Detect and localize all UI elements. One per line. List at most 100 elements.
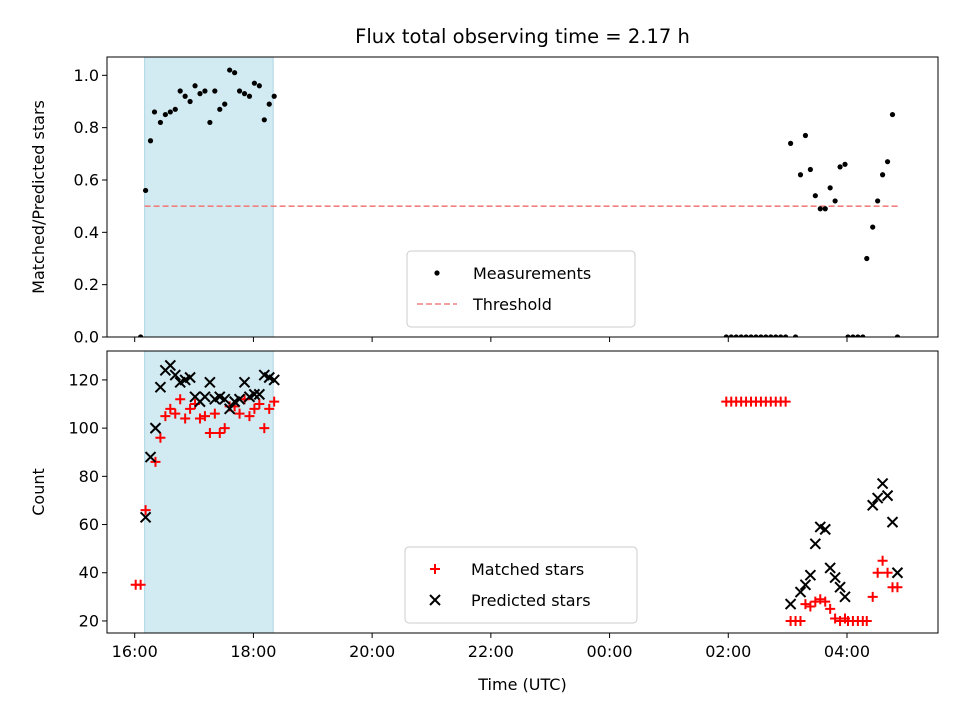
predicted-stars-point [154,381,167,393]
measurement-point [743,334,749,337]
x-tick-label: 20:00 [349,642,395,661]
matched-stars-point [180,413,191,424]
predicted-stars-point [784,598,797,610]
matched-stars-point [800,599,811,610]
predicted-stars-point [829,571,841,584]
matched-stars-point [249,403,260,414]
legend-1: Matched stars Predicted stars [404,546,638,624]
predicted-stars-point [149,422,162,434]
measurement-point [138,334,144,337]
measurement-point [217,106,223,112]
matched-stars-point [209,408,220,419]
measurement-point [147,138,154,144]
matched-stars-point [877,555,888,566]
measurement-point [812,193,818,199]
observing-window-span [144,57,274,337]
matched-stars-point [204,427,215,438]
measurement-point [733,334,739,337]
matched-stars-point [234,408,245,419]
measurement-point [197,91,203,97]
axes-frame-1 [106,350,939,634]
measurement-point [884,159,891,165]
matched-stars-point [175,394,186,405]
predicted-stars-point [164,359,177,372]
y-tick-label: 1.0 [74,66,99,85]
matched-stars-point [861,615,872,626]
x-tick-label: 04:00 [824,642,870,661]
measurement-point [822,206,828,212]
matched-stars-point [140,505,151,516]
x-tick-label: 22:00 [468,642,514,661]
legend-box [404,546,638,624]
measurement-point [232,70,238,76]
measurement-point [222,101,228,107]
y-tick-label: 100 [68,419,99,438]
y-tick-label: 0.6 [74,170,99,189]
measurement-point [870,224,876,230]
matched-stars-point [825,603,836,614]
measurement-point [142,187,149,194]
y-tick-label: 0.0 [74,328,99,347]
measurement-point [807,166,813,173]
predicted-stars-point [169,369,181,381]
predicted-stars-point [804,569,817,581]
measurement-point [864,255,870,262]
measurement-point [162,111,168,118]
measurement-point [177,88,183,94]
matched-stars-point [185,403,196,414]
predicted-stars-point [248,388,261,401]
chart-title: Flux total observing time = 2.17 h [355,25,690,48]
predicted-stars-point [253,388,266,401]
measurement-point [182,93,188,99]
predicted-stars-point [204,376,216,389]
measurement-point [728,334,734,337]
plot-area-0 [138,57,901,337]
legend-marker-measurements [434,270,440,276]
measurement-point [151,109,158,115]
predicted-stars-point [233,393,246,405]
matched-stars-point [805,601,816,612]
measurement-point [212,88,218,94]
legend-label: Predicted stars [471,591,591,610]
legend-label: Measurements [473,264,591,283]
legend-marker-matched [430,564,440,574]
measurement-point [894,334,901,337]
x-tick-label: 18:00 [230,642,276,661]
measurement-point [889,111,896,118]
y-tick-label: 80 [79,467,99,486]
measurement-point [157,119,164,126]
measurement-point [236,88,243,94]
measurement-point [251,80,258,86]
x-tick-label: 02:00 [705,642,751,661]
measurement-point [192,83,198,89]
y-tick-label: 40 [79,563,99,582]
measurement-point [880,172,886,178]
measurement-point [768,334,774,337]
predicted-stars-point [876,477,889,490]
predicted-stars-point [871,492,884,504]
matched-stars-point [214,427,225,438]
measurement-point [860,334,866,337]
y-tick-label: 0.8 [74,118,99,137]
y-tick-label: 60 [79,515,99,534]
matched-stars-point [780,396,791,407]
legend-label: Matched stars [471,560,584,579]
measurement-point [855,334,861,337]
matched-stars-point [219,423,230,434]
measurement-point [256,83,262,89]
predicted-stars-point [891,567,904,579]
measurement-point [797,172,804,178]
matched-stars-point [170,408,181,419]
x-tick-label: 16:00 [112,642,158,661]
matched-stars-point [165,403,176,414]
measurement-point [723,334,729,337]
measurement-point [850,334,856,337]
measurement-point [753,334,759,337]
measurement-point [792,334,799,337]
measurement-point [842,161,848,167]
measurement-point [773,334,779,337]
predicted-stars-point [268,374,280,386]
measurement-point [207,119,213,126]
plot-area-1 [130,351,904,633]
